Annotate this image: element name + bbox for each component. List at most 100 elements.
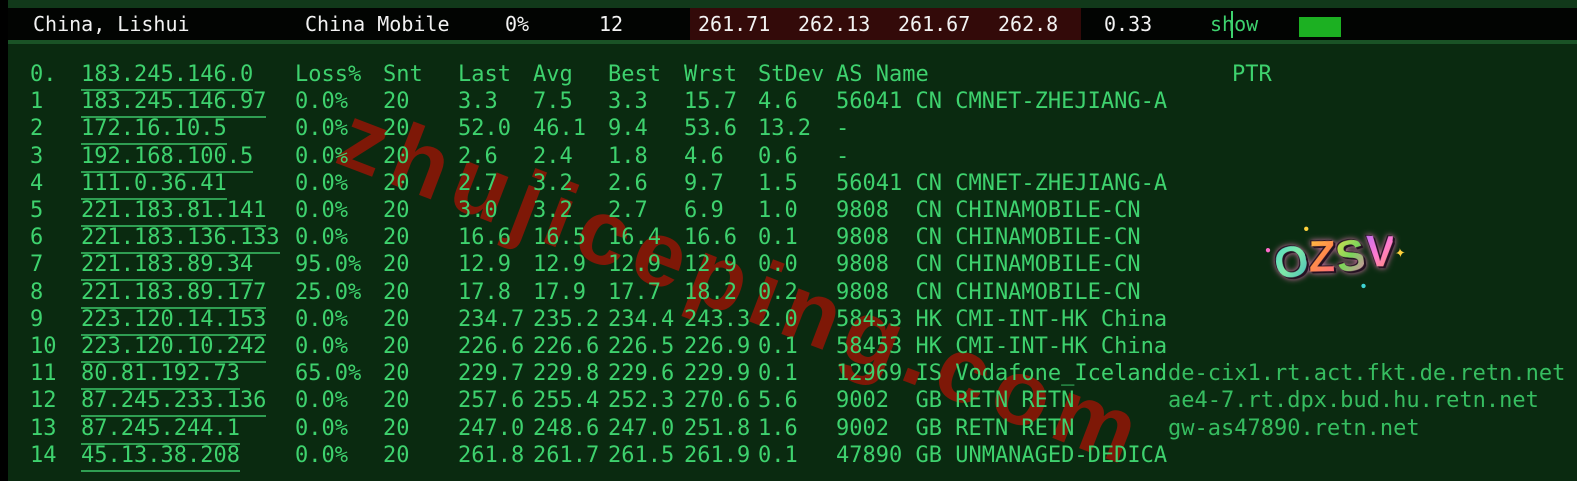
cell-as-link[interactable]: 58453 HK CMI-INT-HK China [836, 306, 1168, 332]
cell-ip-link[interactable]: 223.120.14.153 [81, 307, 267, 336]
cell-ip-link[interactable]: 111.0.36.41 [81, 171, 227, 200]
cell-ptr: gw-as47890.retn.net [1168, 415, 1420, 441]
cell-snt: 20 [383, 279, 410, 305]
cell-wrst: 270.6 [684, 388, 751, 414]
cell-loss: 0.0% [295, 334, 348, 359]
cell-avg: 3.2 [533, 198, 573, 223]
cell-stdev: 1.0 [758, 198, 798, 223]
cell-as-link[interactable]: 9808 CN CHINAMOBILE-CN [836, 198, 1141, 223]
cell-last: 226.6 [458, 334, 525, 359]
summary-latency-value: 262.8 [998, 12, 1059, 36]
header-wrst: Wrst [684, 62, 737, 87]
cell-stdev: 0.1 [758, 225, 798, 251]
header-as-name: AS Name [836, 62, 929, 87]
cell-best: 247.0 [608, 415, 675, 441]
show-link[interactable]: show [1210, 12, 1259, 36]
cell-as-link[interactable]: 56041 CN CMNET-ZHEJIANG-A [836, 170, 1168, 196]
cell-loss: 0.0% [295, 388, 348, 414]
cell-snt: 20 [383, 334, 410, 359]
cell-as-link[interactable]: 9808 CN CHINAMOBILE-CN [836, 225, 1141, 251]
cell-hop: 1 [30, 89, 44, 115]
cell-ip-link[interactable]: 221.183.89.34 [81, 252, 254, 282]
cell-loss: 0.0% [295, 170, 348, 196]
cell-ip-link[interactable]: 87.245.244.1 [81, 416, 240, 445]
header-source-ip-link[interactable]: 183.245.146.0 [81, 62, 254, 91]
cell-as-link[interactable]: 58453 HK CMI-INT-HK China [836, 334, 1168, 359]
table-row: 8 221.183.89.177 25.0% 20 17.8 17.9 17.7… [0, 279, 1577, 309]
cell-ip-link[interactable]: 192.168.100.5 [81, 144, 254, 173]
cell-ip-link[interactable]: 45.13.38.208 [81, 443, 240, 472]
status-button[interactable] [1299, 17, 1341, 37]
table-row: 6 221.183.136.133 0.0% 20 16.6 16.5 16.4… [0, 225, 1577, 255]
cell-hop: 4 [30, 170, 44, 196]
cell-stdev: 1.6 [758, 415, 798, 441]
cell-ip-link[interactable]: 223.120.10.242 [81, 334, 267, 363]
cell-as-link[interactable]: 9002 GB RETN RETN [836, 388, 1075, 414]
cell-avg: 229.8 [533, 361, 600, 387]
cell-hop: 13 [30, 415, 57, 441]
cell-best: 234.4 [608, 306, 675, 332]
cell-stdev: 0.1 [758, 442, 798, 468]
header-best: Best [608, 62, 661, 87]
cell-wrst: 16.6 [684, 225, 737, 251]
cell-snt: 20 [383, 415, 410, 441]
cell-as-link[interactable]: 47890 GB UNMANAGED-DEDICA [836, 442, 1168, 468]
cell-hop: 3 [30, 143, 44, 169]
table-row: 5 221.183.81.141 0.0% 20 3.0 3.2 2.7 6.9… [0, 198, 1577, 227]
cell-avg: 2.4 [533, 143, 573, 169]
cell-snt: 20 [383, 252, 410, 278]
cell-ip-link[interactable]: 80.81.192.73 [81, 361, 240, 391]
left-edge-strip [0, 0, 8, 481]
table-header-row: 0. 183.245.146.0 Loss% Snt Last Avg Best… [0, 62, 1577, 91]
summary-hop-count: 12 [599, 12, 624, 36]
cell-hop: 11 [30, 361, 57, 387]
cell-snt: 20 [383, 361, 410, 387]
cell-last: 16.6 [458, 225, 511, 251]
cell-snt: 20 [383, 170, 410, 196]
cell-wrst: 229.9 [684, 361, 751, 387]
cell-snt: 20 [383, 442, 410, 468]
cell-ip-link[interactable]: 183.245.146.97 [81, 89, 267, 119]
cell-last: 3.0 [458, 198, 498, 223]
cell-stdev: 0.0 [758, 252, 798, 278]
sticker-letter: V [1365, 222, 1393, 282]
ozsv-sticker: ● ● ● ✦ O Z S V [1259, 218, 1415, 301]
cell-ip-link[interactable]: 87.245.233.136 [81, 388, 267, 418]
summary-loss-percent: 0% [505, 12, 530, 36]
cell-as-link[interactable]: 9808 CN CHINAMOBILE-CN [836, 252, 1141, 278]
cell-best: 17.7 [608, 279, 661, 305]
table-row: 7 221.183.89.34 95.0% 20 12.9 12.9 12.9 … [0, 252, 1577, 282]
table-row: 10 223.120.10.242 0.0% 20 226.6 226.6 22… [0, 334, 1577, 363]
cell-snt: 20 [383, 116, 410, 142]
cell-last: 2.6 [458, 143, 498, 169]
header-last: Last [458, 62, 511, 87]
header-stdev: StDev [758, 62, 825, 87]
cell-loss: 0.0% [295, 116, 348, 142]
cell-loss: 0.0% [295, 306, 348, 332]
cell-ip-link[interactable]: 172.16.10.5 [81, 116, 227, 146]
cell-best: 3.3 [608, 89, 648, 115]
cell-snt: 20 [383, 306, 410, 332]
cell-snt: 20 [383, 89, 410, 115]
cell-as-link[interactable]: 56041 CN CMNET-ZHEJIANG-A [836, 89, 1168, 115]
cell-loss: 0.0% [295, 89, 348, 115]
cell-loss: 0.0% [295, 143, 348, 169]
sticker-letter: S [1332, 225, 1368, 289]
cell-ip-link[interactable]: 221.183.89.177 [81, 280, 267, 309]
cell-as-link[interactable]: 9808 CN CHINAMOBILE-CN [836, 279, 1141, 305]
cell-loss: 0.0% [295, 442, 348, 468]
cell-hop: 14 [30, 442, 57, 468]
cell-as-link[interactable]: 9002 GB RETN RETN [836, 415, 1075, 441]
cell-last: 2.7 [458, 170, 498, 196]
cell-as-link[interactable]: 12969 IS Vodafone_Iceland [836, 361, 1168, 387]
table-row: 2 172.16.10.5 0.0% 20 52.0 46.1 9.4 53.6… [0, 116, 1577, 146]
cell-wrst: 261.9 [684, 442, 751, 468]
cell-wrst: 6.9 [684, 198, 724, 223]
cell-ip-link[interactable]: 221.183.136.133 [81, 225, 280, 255]
cell-ip-link[interactable]: 221.183.81.141 [81, 198, 267, 227]
cell-snt: 20 [383, 143, 410, 169]
summary-bar: China, Lishui China Mobile 0% 12 261.71 … [8, 8, 1577, 40]
cell-best: 1.8 [608, 143, 648, 169]
summary-stdev: 0.33 [1104, 12, 1153, 36]
cell-snt: 20 [383, 225, 410, 251]
